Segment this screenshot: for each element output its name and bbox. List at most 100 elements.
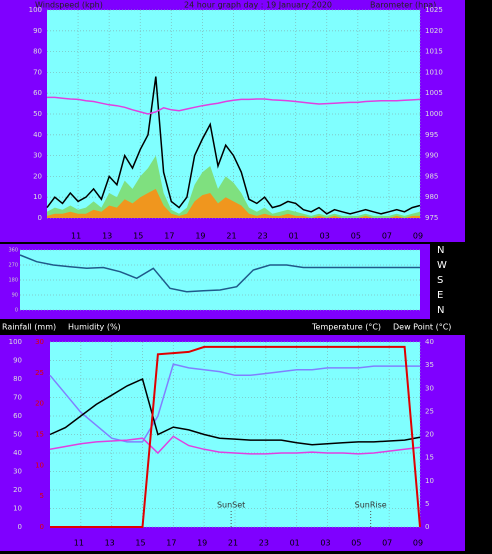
tick-label: 35 [425, 361, 434, 369]
tick-label: 100 [9, 338, 22, 346]
tick-label: 0 [15, 308, 18, 314]
tick-label: W [437, 260, 447, 271]
tick-label: 30 [33, 152, 42, 160]
tick-label: 90 [12, 293, 18, 299]
axis-label: Barometer (hpa) [370, 1, 436, 10]
tick-label: E [437, 290, 443, 301]
tick-label: 1015 [425, 48, 443, 56]
tick-label: 90 [33, 27, 42, 35]
tick-label: 20 [13, 486, 22, 494]
axis-label: Dew Point (°C) [393, 323, 451, 332]
tick-label: 360 [8, 248, 18, 254]
tick-label: 10 [13, 505, 22, 513]
tick-label: 90 [13, 357, 22, 365]
tick-label: 270 [8, 263, 18, 269]
tick-label: 30 [425, 384, 434, 392]
line [49, 435, 421, 455]
chart-title: 24 hour graph day : 19 January 2020 [184, 1, 332, 10]
line [49, 377, 421, 446]
tick-label: 1025 [425, 6, 443, 14]
tick-label: 25 [35, 369, 44, 377]
axis-label: Windspeed (kph) [35, 1, 103, 10]
x-tick-label: 09 [413, 232, 423, 241]
tick-label: 15 [35, 431, 44, 439]
x-tick-label: 19 [195, 232, 205, 241]
tick-label: 20 [425, 431, 434, 439]
tick-label: N [437, 245, 444, 256]
x-tick-label: 03 [320, 232, 330, 241]
tick-label: 0 [425, 523, 429, 531]
x-tick-label: 15 [135, 539, 145, 548]
tick-label: 5 [40, 492, 44, 500]
tick-label: 40 [425, 338, 434, 346]
tick-label: 50 [33, 110, 42, 118]
tick-label: 30 [13, 468, 22, 476]
x-tick-label: 01 [290, 539, 300, 548]
tick-label: 100 [29, 6, 42, 14]
x-tick-label: 01 [289, 232, 299, 241]
line [46, 76, 421, 215]
annotation: SunRise [355, 501, 387, 510]
tick-label: 975 [425, 214, 438, 222]
tick-label: 50 [13, 431, 22, 439]
x-tick-label: 15 [133, 232, 143, 241]
tick-label: 0 [40, 523, 44, 531]
tick-label: 10 [425, 477, 434, 485]
x-tick-label: 13 [105, 539, 115, 548]
axis-label: Humidity (%) [68, 323, 121, 332]
line [47, 96, 421, 115]
tick-label: 25 [425, 407, 434, 415]
tick-label: 70 [13, 394, 22, 402]
tick-label: 985 [425, 172, 438, 180]
tick-label: 0 [18, 523, 22, 531]
x-tick-label: 09 [413, 539, 423, 548]
tick-label: 10 [35, 461, 44, 469]
tick-label: 180 [8, 278, 18, 284]
x-tick-label: 19 [197, 539, 207, 548]
tick-label: 40 [33, 131, 42, 139]
tick-label: 0 [38, 214, 42, 222]
axis-label: Rainfall (mm) [2, 323, 56, 332]
tick-label: 15 [425, 454, 434, 462]
tick-label: 10 [33, 193, 42, 201]
x-tick-label: 13 [102, 232, 112, 241]
tick-label: 30 [35, 338, 44, 346]
annotation: SunSet [217, 501, 245, 510]
tick-label: 20 [33, 172, 42, 180]
tick-label: N [437, 305, 444, 316]
x-tick-label: 07 [382, 539, 392, 548]
tick-label: 995 [425, 131, 438, 139]
line [19, 254, 420, 293]
tick-label: 980 [425, 193, 438, 201]
tick-label: 80 [13, 375, 22, 383]
tick-label: 1010 [425, 68, 443, 76]
x-tick-label: 05 [351, 539, 361, 548]
tick-label: 1000 [425, 110, 443, 118]
tick-label: 60 [13, 412, 22, 420]
x-tick-label: 21 [226, 232, 236, 241]
tick-label: 70 [33, 68, 42, 76]
tick-label: 1005 [425, 89, 443, 97]
tick-label: 990 [425, 152, 438, 160]
line [49, 363, 420, 443]
x-tick-label: 11 [71, 232, 81, 241]
x-tick-label: 17 [164, 232, 174, 241]
x-tick-label: 21 [228, 539, 238, 548]
x-tick-label: 07 [382, 232, 392, 241]
x-tick-label: 17 [166, 539, 176, 548]
tick-label: 5 [425, 500, 429, 508]
x-tick-label: 11 [74, 539, 84, 548]
x-tick-label: 23 [259, 539, 269, 548]
axis-label: Temperature (°C) [311, 323, 381, 332]
x-tick-label: 05 [351, 232, 361, 241]
tick-label: 80 [33, 48, 42, 56]
tick-label: 1020 [425, 27, 443, 35]
area [47, 188, 420, 218]
tick-label: 60 [33, 89, 42, 97]
line [50, 345, 421, 528]
tick-label: S [437, 275, 443, 286]
tick-label: 20 [35, 400, 44, 408]
tick-label: 40 [13, 449, 22, 457]
